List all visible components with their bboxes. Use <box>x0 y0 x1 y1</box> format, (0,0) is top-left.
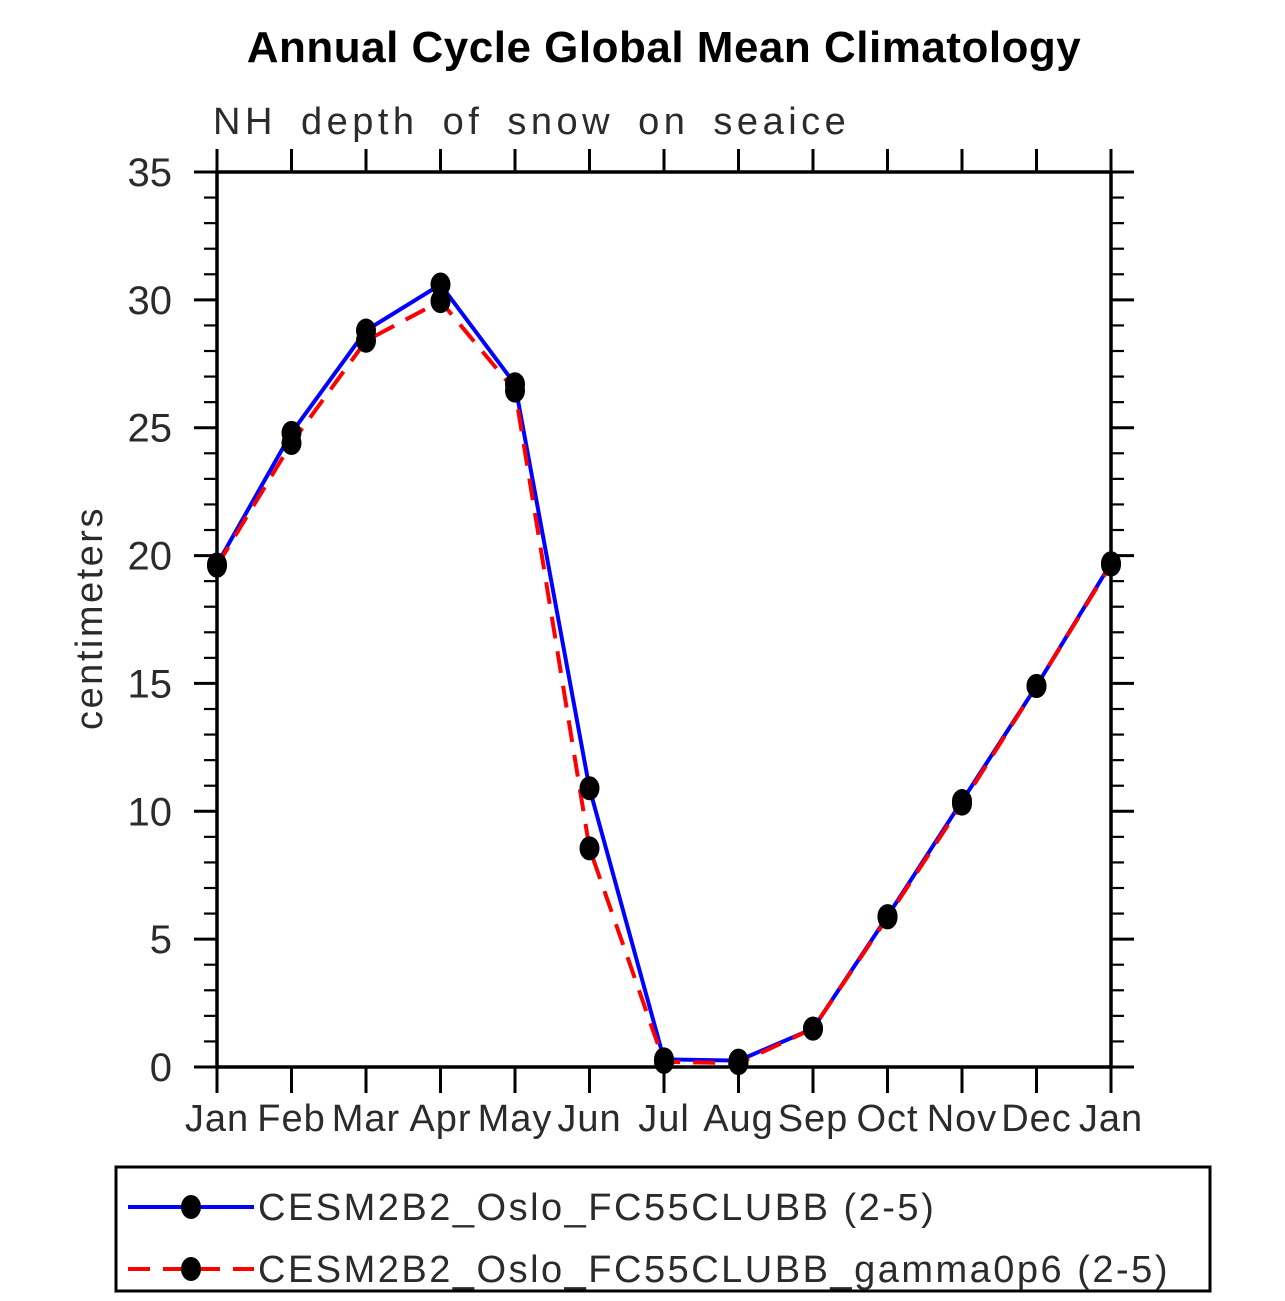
chart-subtitle: NH depth of snow on seaice <box>213 101 850 143</box>
y-tick-label: 30 <box>128 279 173 323</box>
legend-marker-icon <box>181 1195 201 1219</box>
data-point-marker <box>877 905 898 930</box>
y-tick-label: 15 <box>128 662 173 706</box>
data-point-marker <box>207 553 227 578</box>
data-point-marker <box>579 776 600 801</box>
y-tick-label: 25 <box>128 407 173 451</box>
data-point-marker <box>505 378 525 403</box>
y-tick-label: 10 <box>128 790 173 834</box>
x-tick-label: Jun <box>557 1098 621 1140</box>
data-point-marker <box>430 289 451 314</box>
y-tick-label: 35 <box>128 151 173 195</box>
plot-box <box>215 170 1113 1069</box>
x-tick-label: Nov <box>927 1098 998 1140</box>
data-point-marker <box>281 431 302 456</box>
legend-marker-icon <box>181 1257 201 1281</box>
legend-label: CESM2B2_Oslo_FC55CLUBB_gamma0p6 (2-5) <box>258 1249 1170 1291</box>
y-tick-label: 20 <box>128 535 173 579</box>
series-layer <box>207 272 1121 1076</box>
data-point-marker <box>728 1051 749 1076</box>
legend-box <box>114 1165 1212 1293</box>
series-line-0 <box>215 281 1113 1063</box>
x-tick-label: Sep <box>778 1098 849 1140</box>
x-tick-label: Oct <box>856 1098 918 1140</box>
chart-title: Annual Cycle Global Mean Climatology <box>247 23 1082 72</box>
data-point-marker <box>579 836 600 861</box>
data-point-marker <box>803 1016 823 1041</box>
x-tick-label: Dec <box>1001 1098 1072 1140</box>
data-point-marker <box>1026 673 1047 698</box>
data-point-marker <box>430 272 451 297</box>
data-point-marker <box>952 791 972 816</box>
x-tick-label: Jan <box>185 1098 249 1140</box>
y-axis-label: centimeters <box>69 506 111 730</box>
x-tick-label: May <box>478 1098 553 1140</box>
data-point-marker <box>654 1049 674 1074</box>
x-tick-label: Jan <box>1079 1098 1143 1140</box>
legend-item: CESM2B2_Oslo_FC55CLUBB_gamma0p6 (2-5) <box>128 1249 1170 1291</box>
x-tick-label: Aug <box>703 1098 774 1140</box>
y-tick-label: 0 <box>150 1046 172 1090</box>
data-point-marker <box>356 328 376 353</box>
legend: CESM2B2_Oslo_FC55CLUBB (2-5) CESM2B2_Osl… <box>114 1165 1212 1293</box>
x-tick-label: Feb <box>257 1098 325 1140</box>
series-line-1 <box>215 298 1113 1066</box>
legend-item: CESM2B2_Oslo_FC55CLUBB (2-5) <box>128 1187 936 1229</box>
x-tick-label: Apr <box>409 1098 471 1140</box>
x-tick-label: Mar <box>332 1098 400 1140</box>
x-tick-label: Jul <box>638 1098 690 1140</box>
y-tick-label: 5 <box>150 918 172 962</box>
data-point-marker <box>1101 552 1121 577</box>
legend-label: CESM2B2_Oslo_FC55CLUBB (2-5) <box>258 1187 936 1229</box>
